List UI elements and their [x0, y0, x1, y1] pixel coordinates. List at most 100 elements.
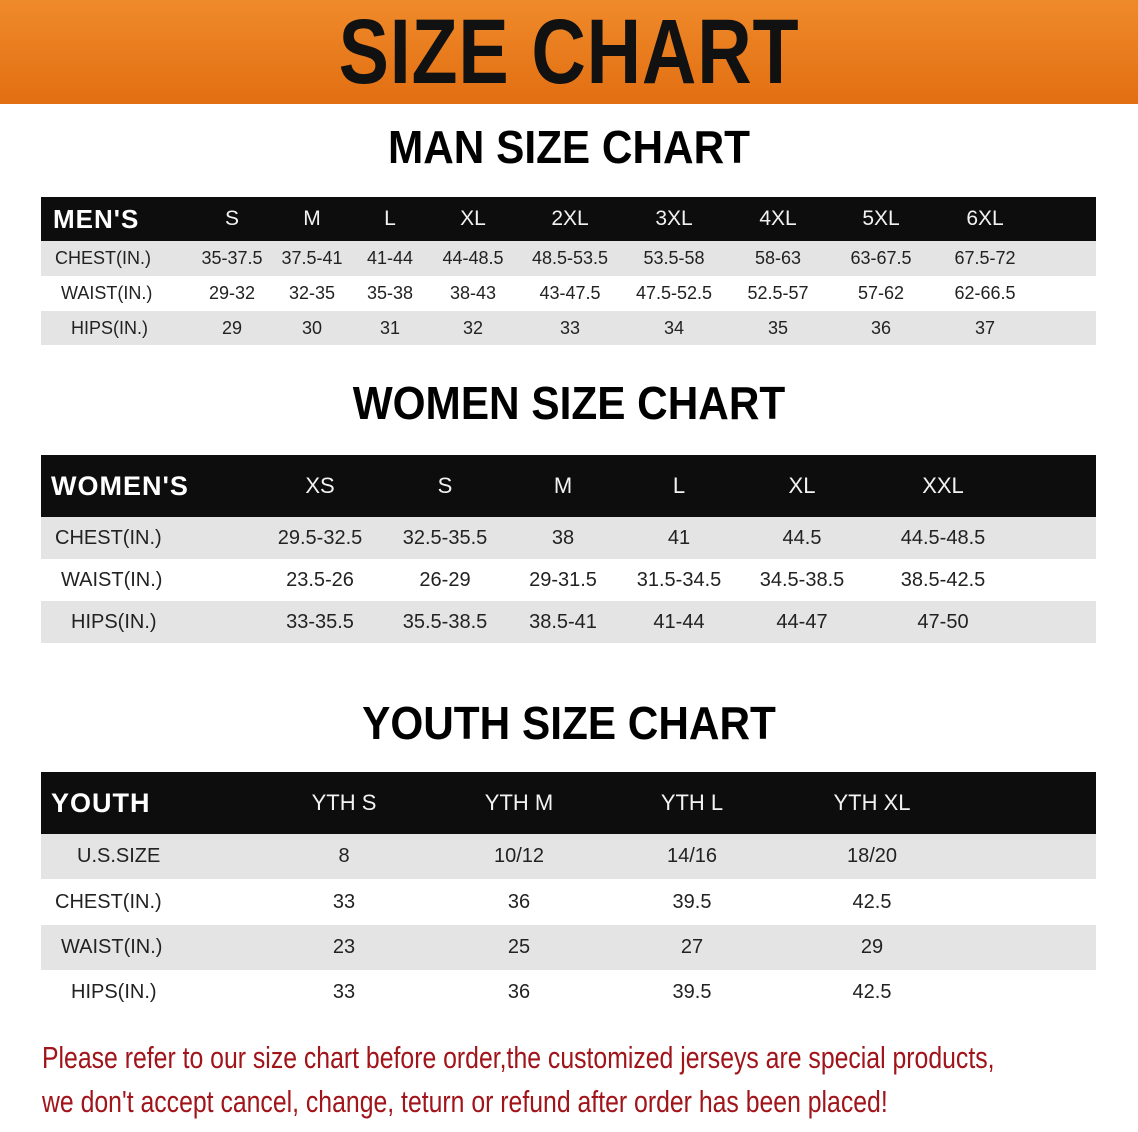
- table-cell: 47-50: [917, 611, 969, 633]
- table-cell: 35-37.5: [201, 248, 263, 268]
- table-cell: 37: [974, 318, 996, 338]
- size-column-header: XS: [305, 473, 335, 498]
- table-cell: 10/12: [493, 845, 545, 867]
- table-cell: 30: [301, 318, 323, 338]
- size-column-header: 5XL: [862, 207, 900, 230]
- size-column-header: 2XL: [551, 207, 589, 230]
- table-cell: 36: [507, 981, 531, 1003]
- table-cell: 32.5-35.5: [402, 527, 488, 549]
- table-cell: 36: [870, 318, 892, 338]
- youth-size-table: YOUTH YTH S YTH M YTH L YTH XL U.S.SIZE 8 10/12…: [41, 772, 1096, 1015]
- table-cell: 53.5-58: [643, 248, 705, 268]
- table-cell: 52.5-57: [747, 283, 809, 303]
- size-column-header: XXL: [922, 473, 964, 498]
- table-cell: 25: [507, 936, 531, 958]
- table-cell: 63-67.5: [850, 248, 912, 268]
- table-cell: 38.5-42.5: [900, 569, 986, 591]
- table-cell: 23: [332, 936, 356, 958]
- table-cell: 42.5: [852, 891, 892, 913]
- table-cell: 32: [462, 318, 484, 338]
- table-cell: 35: [767, 318, 789, 338]
- table-cell: 33: [559, 318, 581, 338]
- table-cell: 44.5: [782, 527, 822, 549]
- row-label: U.S.SIZE: [77, 845, 161, 867]
- row-label: HIPS(IN.): [71, 318, 149, 338]
- table-cell: 33: [332, 981, 356, 1003]
- banner: SIZE CHART: [0, 0, 1138, 104]
- notice-line-2: we don't accept cancel, change, teturn o…: [42, 1084, 888, 1119]
- table-cell: 62-66.5: [954, 283, 1016, 303]
- table-corner-label: YOUTH: [51, 788, 151, 818]
- table-row: HIPS(IN.) 33-35.5 35.5-38.5 38.5-41 41-44 44-…: [41, 601, 1096, 643]
- table-corner-label: MEN'S: [53, 204, 140, 234]
- row-label: CHEST(IN.): [55, 248, 151, 268]
- table-cell: 23.5-26: [286, 569, 354, 591]
- table-cell: 27: [680, 936, 704, 958]
- row-label: HIPS(IN.): [71, 981, 157, 1003]
- table-cell: 38.5-41: [529, 611, 597, 633]
- table-row: CHEST(IN.) 35-37.5 37.5-41 41-44 44-48.5 48.5…: [41, 241, 1096, 276]
- size-column-header: XL: [460, 207, 486, 230]
- table-cell: 18/20: [846, 845, 898, 867]
- table-cell: 39.5: [672, 891, 712, 913]
- women-size-table: WOMEN'S XS S M L XL XXL CHEST(IN.) 29.5-32.5 32.5…: [41, 455, 1096, 643]
- row-label: WAIST(IN.): [61, 936, 163, 958]
- table-cell: 37.5-41: [281, 248, 343, 268]
- table-cell: 41-44: [653, 611, 705, 633]
- table-row: CHEST(IN.) 33 36 39.5 42.5: [41, 879, 1096, 925]
- table-cell: 35-38: [366, 283, 414, 303]
- row-label: WAIST(IN.): [61, 569, 163, 591]
- table-cell: 67.5-72: [954, 248, 1016, 268]
- table-cell: 39.5: [672, 981, 712, 1003]
- table-cell: 33: [332, 891, 356, 913]
- table-cell: 41: [667, 527, 691, 549]
- notice-line-1: Please refer to our size chart before or…: [42, 1040, 995, 1075]
- table-cell: 14/16: [666, 845, 718, 867]
- table-row: CHEST(IN.) 29.5-32.5 32.5-35.5 38 41 44.5 44.5…: [41, 517, 1096, 559]
- table-cell: 48.5-53.5: [531, 248, 609, 268]
- table-cell: 47.5-52.5: [635, 283, 713, 303]
- row-label: HIPS(IN.): [71, 611, 157, 633]
- size-column-header: 4XL: [759, 207, 797, 230]
- size-column-header: S: [437, 473, 453, 498]
- table-cell: 44-48.5: [442, 248, 504, 268]
- table-row: HIPS(IN.) 33 36 39.5 42.5: [41, 970, 1096, 1015]
- row-label: CHEST(IN.): [55, 891, 162, 913]
- size-column-header: L: [672, 473, 686, 498]
- table-cell: 31: [379, 318, 401, 338]
- table-cell: 42.5: [852, 981, 892, 1003]
- table-cell: 57-62: [857, 283, 905, 303]
- table-row: U.S.SIZE 8 10/12 14/16 18/20: [41, 834, 1096, 879]
- table-row: WAIST(IN.) 23.5-26 26-29 29-31.5 31.5-34.5 34…: [41, 559, 1096, 601]
- table-cell: 58-63: [754, 248, 802, 268]
- table-row: WAIST(IN.) 23 25 27 29: [41, 925, 1096, 970]
- table-cell: 29-32: [208, 283, 256, 303]
- table-cell: 29.5-32.5: [277, 527, 363, 549]
- size-column-header: 6XL: [966, 207, 1004, 230]
- table-cell: 8: [338, 845, 350, 867]
- women-section-title: WOMEN SIZE CHART: [352, 377, 786, 429]
- table-cell: 29-31.5: [529, 569, 597, 591]
- women-header-row: WOMEN'S XS S M L XL XXL: [41, 455, 1096, 517]
- size-column-header: 3XL: [655, 207, 693, 230]
- table-cell: 34: [663, 318, 685, 338]
- table-cell: 33-35.5: [286, 611, 354, 633]
- table-cell: 35.5-38.5: [402, 611, 488, 633]
- table-cell: 41-44: [366, 248, 414, 268]
- men-section-title: MAN SIZE CHART: [387, 121, 751, 173]
- table-cell: 29: [860, 936, 884, 958]
- row-label: WAIST(IN.): [61, 283, 153, 303]
- table-cell: 34.5-38.5: [759, 569, 845, 591]
- table-cell: 43-47.5: [539, 283, 601, 303]
- table-cell: 44.5-48.5: [900, 527, 986, 549]
- table-corner-label: WOMEN'S: [51, 471, 189, 501]
- size-column-header: M: [303, 207, 321, 230]
- size-column-header: YTH M: [484, 790, 554, 815]
- size-column-header: YTH S: [311, 790, 377, 815]
- youth-section-title: YOUTH SIZE CHART: [362, 697, 776, 749]
- men-header-row: MEN'S S M L XL 2XL 3XL 4XL 5XL 6XL: [41, 197, 1096, 241]
- table-cell: 44-47: [776, 611, 828, 633]
- table-cell: 38: [551, 527, 575, 549]
- men-size-table: MEN'S S M L XL 2XL 3XL 4XL 5XL 6XL CHEST(IN.) 35-37…: [41, 197, 1096, 345]
- table-cell: 38-43: [449, 283, 497, 303]
